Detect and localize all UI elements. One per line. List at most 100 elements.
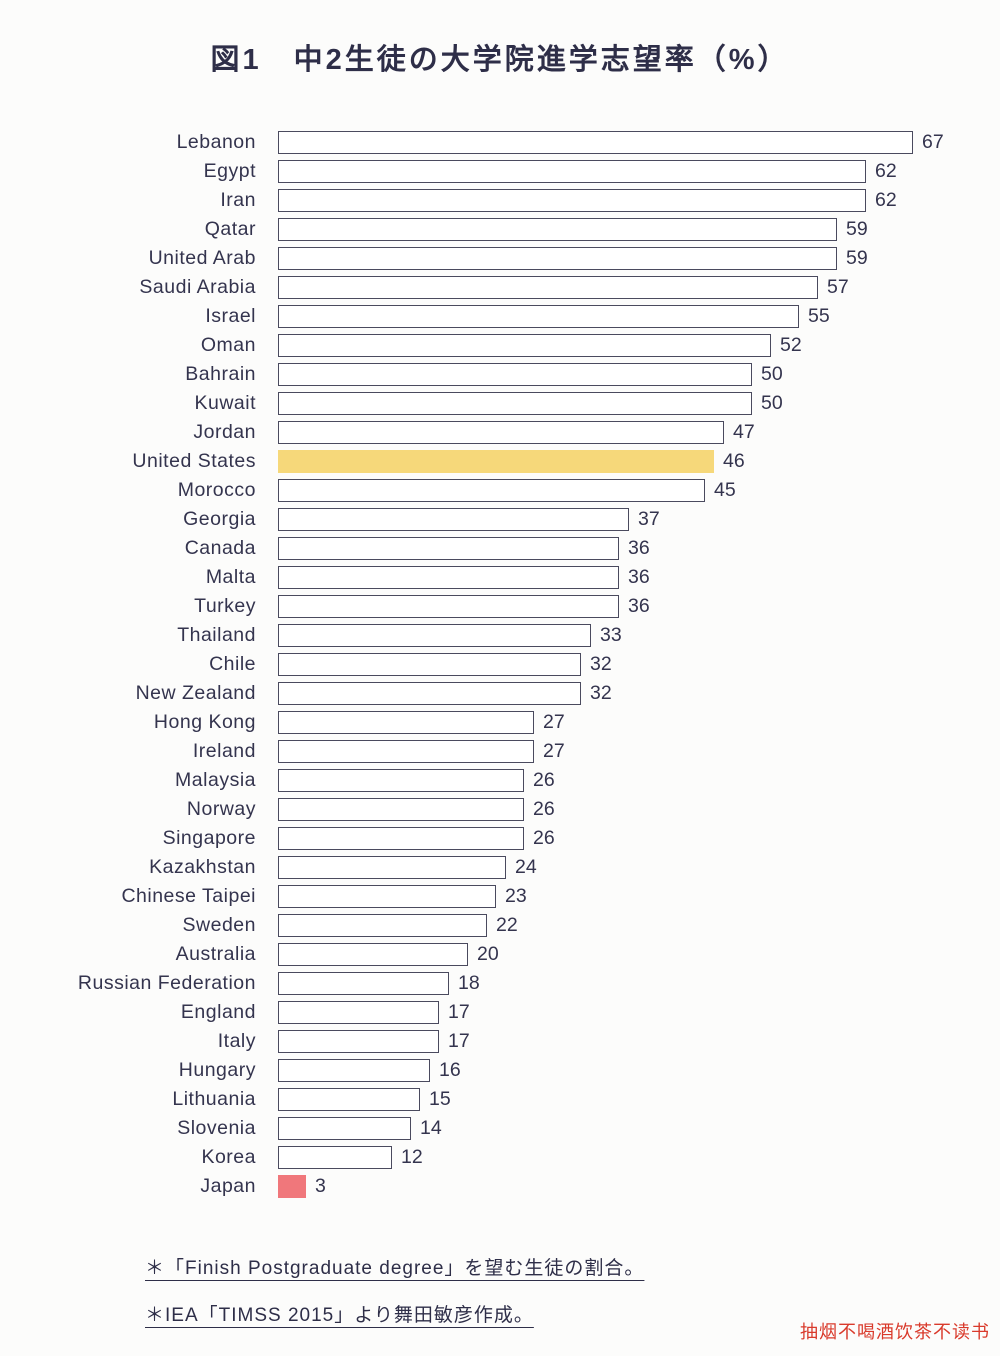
chart-row: Chile 32 xyxy=(0,650,1000,679)
bar-wrap: 14 xyxy=(278,1117,442,1140)
bar-wrap: 59 xyxy=(278,218,868,241)
bar-wrap: 26 xyxy=(278,769,555,792)
chart-row: Bahrain 50 xyxy=(0,360,1000,389)
bar-wrap: 18 xyxy=(278,972,480,995)
country-label: Oman xyxy=(200,334,256,356)
bar xyxy=(278,769,524,792)
bar xyxy=(278,885,496,908)
chart-row: Australia 20 xyxy=(0,940,1000,969)
bar xyxy=(278,711,534,734)
watermark: 抽烟不喝酒饮茶不读书 xyxy=(800,1322,990,1342)
country-label: Georgia xyxy=(183,508,256,530)
bar-wrap: 36 xyxy=(278,595,650,618)
chart-row: Chinese Taipei 23 xyxy=(0,882,1000,911)
bar-wrap: 62 xyxy=(278,160,897,183)
chart-row: Saudi Arabia 57 xyxy=(0,273,1000,302)
chart-row: Singapore 26 xyxy=(0,824,1000,853)
country-label: Turkey xyxy=(194,595,256,617)
bar xyxy=(278,421,724,444)
chart-row: Lebanon 67 xyxy=(0,128,1000,157)
country-label: Malaysia xyxy=(175,769,256,791)
bar xyxy=(278,305,799,328)
chart-row: Kuwait 50 xyxy=(0,389,1000,418)
bar xyxy=(278,189,866,212)
country-label: Lithuania xyxy=(172,1088,256,1110)
value-label: 3 xyxy=(315,1175,326,1197)
bar-wrap: 36 xyxy=(278,537,650,560)
value-label: 16 xyxy=(439,1059,461,1081)
value-label: 62 xyxy=(875,189,897,211)
bar xyxy=(278,508,629,531)
bar-wrap: 20 xyxy=(278,943,499,966)
value-label: 12 xyxy=(401,1146,423,1168)
country-label: Singapore xyxy=(162,827,256,849)
chart-row: Russian Federation 18 xyxy=(0,969,1000,998)
chart-row: Oman 52 xyxy=(0,331,1000,360)
bar xyxy=(278,943,468,966)
bar xyxy=(278,595,619,618)
chart-row: Israel 55 xyxy=(0,302,1000,331)
bar xyxy=(278,218,837,241)
chart-row: Turkey 36 xyxy=(0,592,1000,621)
country-label: Sweden xyxy=(182,914,256,936)
chart-row: New Zealand 32 xyxy=(0,679,1000,708)
country-label: Norway xyxy=(186,798,256,820)
bar xyxy=(278,247,837,270)
country-label: United Arab xyxy=(148,247,256,269)
value-label: 17 xyxy=(448,1030,470,1052)
bar-wrap: 37 xyxy=(278,508,660,531)
chart-row: Slovenia 14 xyxy=(0,1114,1000,1143)
bar xyxy=(278,1146,392,1169)
value-label: 14 xyxy=(420,1117,442,1139)
value-label: 24 xyxy=(515,856,537,878)
chart-row: Norway 26 xyxy=(0,795,1000,824)
chart-row: England 17 xyxy=(0,998,1000,1027)
country-label: Saudi Arabia xyxy=(139,276,256,298)
country-label: Thailand xyxy=(177,624,256,646)
bar xyxy=(278,827,524,850)
chart-row: Kazakhstan 24 xyxy=(0,853,1000,882)
chart-row: Thailand 33 xyxy=(0,621,1000,650)
bar-wrap: 50 xyxy=(278,392,783,415)
value-label: 45 xyxy=(714,479,736,501)
value-label: 50 xyxy=(761,363,783,385)
footnote-definition: ＊「Finish Postgraduate degree」を望む生徒の割合。 xyxy=(145,1258,645,1279)
chart-row: Korea 12 xyxy=(0,1143,1000,1172)
value-label: 37 xyxy=(638,508,660,530)
chart-row: Lithuania 15 xyxy=(0,1085,1000,1114)
chart-page: 図1 中2生徒の大学院進学志望率（%） Lebanon 67 Egypt 62 Iran… xyxy=(0,44,1000,1342)
chart-row: Italy 17 xyxy=(0,1027,1000,1056)
value-label: 22 xyxy=(496,914,518,936)
value-label: 23 xyxy=(505,885,527,907)
value-label: 26 xyxy=(533,769,555,791)
bar-wrap: 55 xyxy=(278,305,830,328)
chart-row: United Arab 59 xyxy=(0,244,1000,273)
bar xyxy=(278,972,449,995)
country-label: Iran xyxy=(220,189,256,211)
bar-wrap: 27 xyxy=(278,740,565,763)
bar-wrap: 12 xyxy=(278,1146,423,1169)
bar-wrap: 32 xyxy=(278,682,612,705)
bar xyxy=(278,856,506,879)
bar xyxy=(278,653,581,676)
country-label: Chile xyxy=(209,653,256,675)
country-label: Australia xyxy=(175,943,256,965)
country-label: New Zealand xyxy=(135,682,256,704)
value-label: 47 xyxy=(733,421,755,443)
bar xyxy=(278,740,534,763)
bar-wrap: 33 xyxy=(278,624,622,647)
country-label: Canada xyxy=(184,537,256,559)
bar xyxy=(278,479,705,502)
bar-chart: Lebanon 67 Egypt 62 Iran 62 Qatar 59 United Arab… xyxy=(0,128,1000,1201)
bar xyxy=(278,566,619,589)
bar xyxy=(278,363,752,386)
chart-row: Malaysia 26 xyxy=(0,766,1000,795)
bar-wrap: 67 xyxy=(278,131,944,154)
value-label: 32 xyxy=(590,682,612,704)
country-label: Ireland xyxy=(192,740,256,762)
bar-wrap: 23 xyxy=(278,885,527,908)
bar xyxy=(278,1117,411,1140)
country-label: Morocco xyxy=(177,479,256,501)
value-label: 26 xyxy=(533,798,555,820)
chart-row: Egypt 62 xyxy=(0,157,1000,186)
